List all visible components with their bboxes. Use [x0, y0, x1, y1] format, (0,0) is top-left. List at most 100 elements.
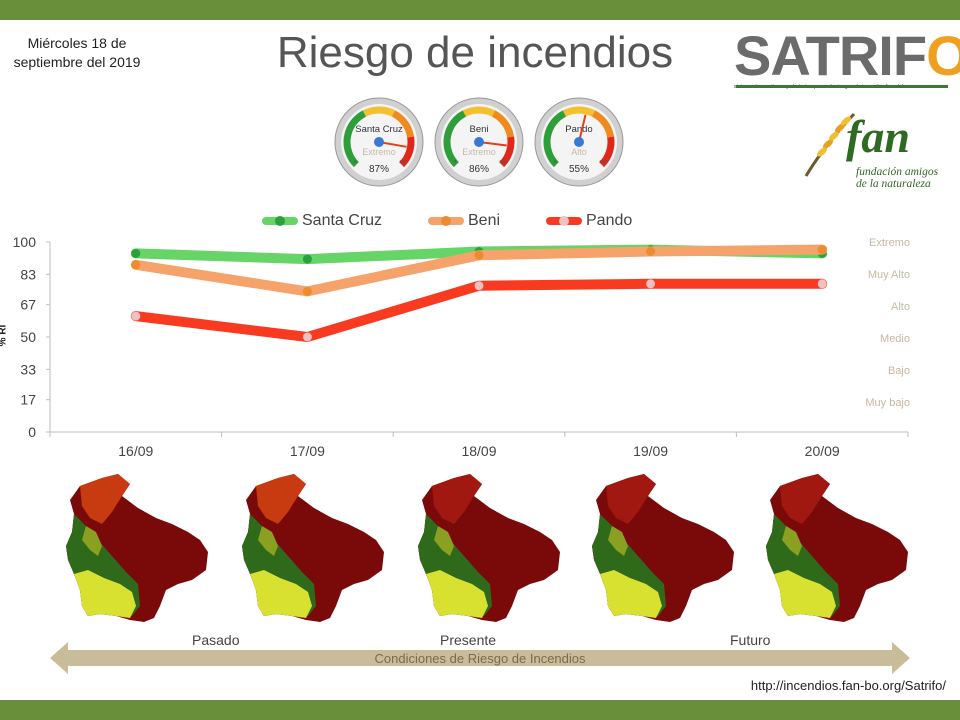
gauge-min-label: 0 — [554, 159, 557, 164]
data-point — [474, 250, 484, 260]
bottom-bar — [0, 700, 960, 720]
gauge-hub — [374, 137, 384, 147]
gauge-hub — [574, 137, 584, 147]
map-region-high — [606, 474, 656, 524]
map-region-very-low — [74, 570, 136, 618]
data-point — [646, 279, 656, 289]
logo-divider — [736, 85, 948, 88]
timeline-label: Condiciones de Riesgo de Incendios — [374, 651, 586, 666]
risk-level-label: Alto — [891, 301, 910, 313]
map-region-high — [256, 474, 306, 524]
legend-label: Pando — [586, 212, 633, 229]
risk-level-label: Muy bajo — [865, 397, 910, 409]
gauge-band — [599, 136, 615, 168]
map-region-very-low — [250, 570, 312, 618]
risk-map — [586, 466, 746, 626]
y-tick-label: 67 — [20, 297, 36, 313]
gauge-max-label: 100 — [399, 159, 407, 164]
x-tick-label: 19/09 — [633, 443, 668, 459]
gauge-band — [499, 136, 515, 168]
risk-map — [412, 466, 572, 626]
map-region-very-low — [426, 570, 488, 618]
gauge-min-label: 0 — [354, 159, 357, 164]
y-tick-label: 83 — [20, 266, 36, 282]
x-tick-label: 20/09 — [805, 443, 840, 459]
top-bar — [0, 0, 960, 20]
map-region-medium — [782, 526, 802, 556]
data-point — [131, 260, 141, 270]
page-title: Riesgo de incendios — [276, 28, 674, 77]
map-region-high — [780, 474, 830, 524]
risk-level-label: Extremo — [869, 237, 910, 249]
data-point — [302, 286, 312, 296]
gauge-band — [443, 110, 467, 168]
map-region-medium — [258, 526, 278, 556]
wheat-icon — [804, 112, 856, 177]
period-present: Presente — [440, 632, 497, 648]
gauge-level: Alto — [571, 147, 587, 157]
y-axis-label: % RI — [0, 324, 9, 347]
x-tick-label: 16/09 — [118, 443, 153, 459]
gauge-band — [591, 110, 615, 138]
fan-logo: fan fundación amigos de la naturaleza — [800, 106, 950, 210]
y-tick-label: 17 — [20, 392, 36, 408]
legend-item-beni: Beni — [428, 211, 500, 231]
gauge-band — [462, 106, 496, 117]
gauge-band — [562, 106, 596, 117]
gauge-region: Pando — [565, 124, 592, 135]
gauge-value: 87% — [369, 164, 389, 175]
risk-map — [760, 466, 920, 626]
map-region-very-low — [774, 570, 836, 618]
gauge-value: 55% — [569, 164, 589, 175]
gauge-region: Beni — [469, 124, 488, 135]
gauge-band — [491, 110, 515, 138]
map-region-high — [80, 474, 130, 524]
map-region-medium — [82, 526, 102, 556]
data-point — [646, 247, 656, 256]
gauge-region: Santa Cruz — [355, 124, 403, 135]
map-region-medium — [608, 526, 628, 556]
risk-line-chart: 0 17 33 50 67 83 100 16/09 17/09 18/09 19/09 20/09 E… — [13, 234, 910, 459]
risk-maps — [60, 466, 940, 630]
footer-url[interactable]: http://incendios.fan-bo.org/Satrifo/ — [750, 678, 946, 693]
map-region-very-low — [600, 570, 662, 618]
x-tick-label: 18/09 — [461, 443, 496, 459]
gauge-hub — [474, 137, 484, 147]
gauge-min-label: 0 — [454, 159, 457, 164]
report-date: Miércoles 18 de septiembre del 2019 — [13, 35, 141, 70]
data-point — [302, 332, 312, 342]
satrifo-logo-text: SATRIFO — [734, 24, 960, 87]
legend-swatch — [546, 216, 582, 226]
risk-map — [60, 466, 220, 626]
gauge-level: Extremo — [362, 147, 396, 157]
legend-label: Santa Cruz — [302, 212, 383, 229]
data-point — [474, 281, 484, 291]
satrifo-logo: SATRIFO sistema de monitoreo y alerta te… — [734, 24, 960, 91]
gauge-band — [362, 106, 396, 117]
gauge-band — [543, 110, 567, 168]
data-point — [131, 311, 141, 321]
legend-item-pando: Pando — [546, 211, 632, 231]
gauge-pando: Pando Alto 0 100 55% — [534, 97, 624, 187]
x-tick-label: 17/09 — [290, 443, 325, 459]
gauge-value: 86% — [469, 164, 489, 175]
gauge-santa-cruz: Santa Cruz Extremo 0 100 87% — [334, 97, 424, 187]
gauge-level: Extremo — [462, 147, 496, 157]
data-point — [131, 248, 141, 258]
risk-level-label: Medio — [880, 333, 910, 345]
fan-logo-name: fan — [846, 111, 910, 162]
fan-logo-subtitle: fundación amigos de la naturaleza — [856, 166, 939, 190]
y-tick-label: 100 — [13, 234, 37, 250]
data-point — [817, 245, 827, 255]
series-line — [130, 278, 828, 342]
gauge-band — [343, 110, 367, 168]
gauge-band — [391, 110, 415, 138]
gauge-max-label: 100 — [499, 159, 507, 164]
gauge-beni: Beni Extremo 0 100 86% — [434, 97, 524, 187]
y-tick-label: 0 — [28, 424, 36, 440]
map-region-medium — [434, 526, 454, 556]
data-point — [302, 254, 312, 264]
y-tick-label: 33 — [20, 361, 36, 377]
data-point — [817, 279, 827, 289]
legend-swatch — [428, 216, 464, 226]
